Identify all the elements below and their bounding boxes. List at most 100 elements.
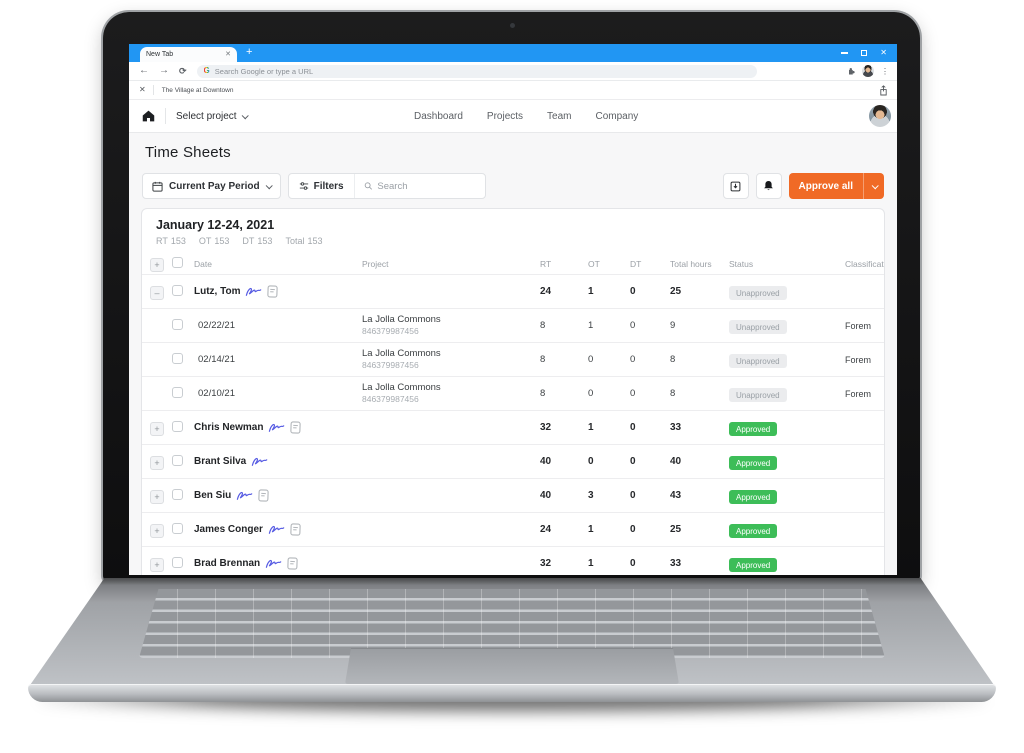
user-avatar[interactable]: [869, 105, 891, 127]
employee-name: Lutz, Tom: [194, 286, 241, 297]
table-row-person[interactable]: + Chris Newman 32 1 0 33 Approved: [142, 410, 884, 444]
collapse-row-button[interactable]: –: [150, 286, 164, 300]
status-badge: Approved: [729, 558, 778, 572]
employee-name: Brant Silva: [194, 456, 247, 467]
app-nav: Select project Dashboard Projects Team C…: [129, 100, 897, 133]
expand-row-button[interactable]: +: [150, 558, 164, 572]
select-all-checkbox[interactable]: [172, 256, 183, 268]
ot-value: 1: [588, 558, 594, 569]
approve-all-caret-button[interactable]: [863, 173, 884, 199]
col-date[interactable]: Date: [194, 258, 212, 269]
new-tab-button[interactable]: +: [246, 46, 253, 58]
table-row-entry[interactable]: 02/10/21 La Jolla Commons 846379987456 8…: [142, 376, 884, 410]
browser-menu-icon[interactable]: ⋮: [881, 66, 889, 76]
search-input[interactable]: [377, 180, 476, 192]
note-icon[interactable]: [290, 523, 301, 536]
browser-toolbar: ← → ⟳ G ⋮: [129, 62, 897, 81]
col-rt[interactable]: RT: [540, 258, 552, 269]
divider: [165, 108, 166, 124]
signature-icon: [237, 491, 253, 500]
laptop-trackpad: [345, 648, 679, 684]
expand-row-button[interactable]: +: [150, 490, 164, 504]
expand-all-button[interactable]: +: [150, 258, 164, 272]
ot-value: 0: [588, 354, 594, 365]
table-row-person[interactable]: + Ben Siu 40 3 0 43 Approved: [142, 478, 884, 512]
col-status[interactable]: Status: [729, 258, 754, 269]
browser-tab[interactable]: New Tab ✕: [140, 47, 237, 62]
filters-button[interactable]: Filters: [289, 174, 355, 198]
total-value: 33: [670, 422, 682, 433]
row-checkbox[interactable]: [172, 318, 183, 330]
table-row-entry[interactable]: 02/14/21 La Jolla Commons 846379987456 8…: [142, 342, 884, 376]
select-project-dropdown[interactable]: Select project: [176, 110, 249, 122]
row-checkbox[interactable]: [172, 556, 183, 568]
table-row-person[interactable]: – Lutz, Tom 24 1 0 25 Unapproved: [142, 274, 884, 308]
row-checkbox[interactable]: [172, 522, 183, 534]
col-dt[interactable]: DT: [630, 258, 642, 269]
entry-date: 02/10/21: [198, 388, 235, 399]
stat-value: 153: [170, 236, 186, 246]
row-checkbox[interactable]: [172, 420, 183, 432]
browser-profile-avatar[interactable]: [862, 65, 874, 77]
expand-row-button[interactable]: +: [150, 422, 164, 436]
approve-all-button[interactable]: Approve all: [788, 173, 863, 199]
nav-link-projects[interactable]: Projects: [486, 110, 524, 122]
ot-value: 0: [588, 456, 594, 467]
dt-value: 0: [630, 286, 636, 297]
note-icon[interactable]: [258, 489, 269, 502]
pay-period-dropdown[interactable]: Current Pay Period: [142, 173, 281, 199]
col-ot[interactable]: OT: [588, 258, 600, 269]
reload-icon[interactable]: ⟳: [179, 65, 187, 76]
nav-link-team[interactable]: Team: [547, 110, 572, 122]
extension-icon[interactable]: [846, 67, 855, 76]
notifications-button[interactable]: [755, 173, 782, 199]
note-icon[interactable]: [267, 285, 279, 298]
nav-link-company[interactable]: Company: [595, 110, 639, 122]
row-checkbox[interactable]: [172, 284, 183, 296]
table-row-person[interactable]: + Brant Silva 40 0 0 40 Approved: [142, 444, 884, 478]
share-icon[interactable]: [879, 84, 888, 96]
export-button[interactable]: [722, 173, 749, 199]
classification-value: Forem: [845, 388, 872, 399]
back-icon[interactable]: ←: [139, 65, 149, 76]
chevron-down-icon: [241, 111, 249, 119]
row-checkbox[interactable]: [172, 352, 183, 364]
filters-icon: [299, 182, 308, 190]
expand-row-button[interactable]: +: [150, 456, 164, 470]
ot-value: 1: [588, 286, 594, 297]
table-row-person[interactable]: + Brad Brennan 32 1 0 33 Approved: [142, 546, 884, 575]
row-checkbox[interactable]: [172, 488, 183, 500]
window-close-button[interactable]: ✕: [880, 48, 887, 57]
search-field[interactable]: [355, 180, 485, 192]
rt-value: 24: [540, 524, 552, 535]
status-badge: Approved: [729, 422, 778, 436]
note-icon[interactable]: [290, 421, 302, 434]
page-title: Time Sheets: [145, 144, 231, 161]
ot-value: 3: [588, 490, 594, 501]
note-icon[interactable]: [287, 557, 298, 570]
col-classification[interactable]: Classificat: [845, 258, 884, 269]
col-total-hours[interactable]: Total hours: [670, 258, 712, 269]
window-minimize-button[interactable]: [841, 52, 849, 54]
forward-icon[interactable]: →: [159, 65, 169, 76]
total-value: 8: [670, 354, 676, 365]
entry-date: 02/22/21: [198, 320, 235, 331]
col-project[interactable]: Project: [362, 258, 389, 269]
table-row-entry[interactable]: 02/22/21 La Jolla Commons 846379987456 8…: [142, 308, 884, 342]
home-icon[interactable]: [142, 110, 155, 122]
row-checkbox[interactable]: [172, 386, 183, 398]
address-bar[interactable]: G: [196, 64, 757, 78]
expand-row-button[interactable]: +: [150, 524, 164, 538]
page-close-icon[interactable]: ✕: [139, 85, 146, 94]
window-maximize-button[interactable]: [861, 50, 868, 56]
select-project-label: Select project: [176, 110, 237, 122]
status-badge: Unapproved: [729, 286, 787, 300]
nav-link-dashboard[interactable]: Dashboard: [414, 110, 463, 122]
period-totals: RT 153 OT 153 DT 153 Total 153: [156, 236, 884, 246]
table-row-person[interactable]: + James Conger 24 1 0 25 Approved: [142, 512, 884, 546]
row-checkbox[interactable]: [172, 454, 183, 466]
tab-close-icon[interactable]: ✕: [225, 51, 231, 58]
timesheet-card: January 12-24, 2021 RT 153 OT 153 DT 153 To…: [141, 208, 885, 575]
browser-titlebar: New Tab ✕ + ✕: [129, 44, 897, 62]
address-input[interactable]: [214, 66, 750, 76]
